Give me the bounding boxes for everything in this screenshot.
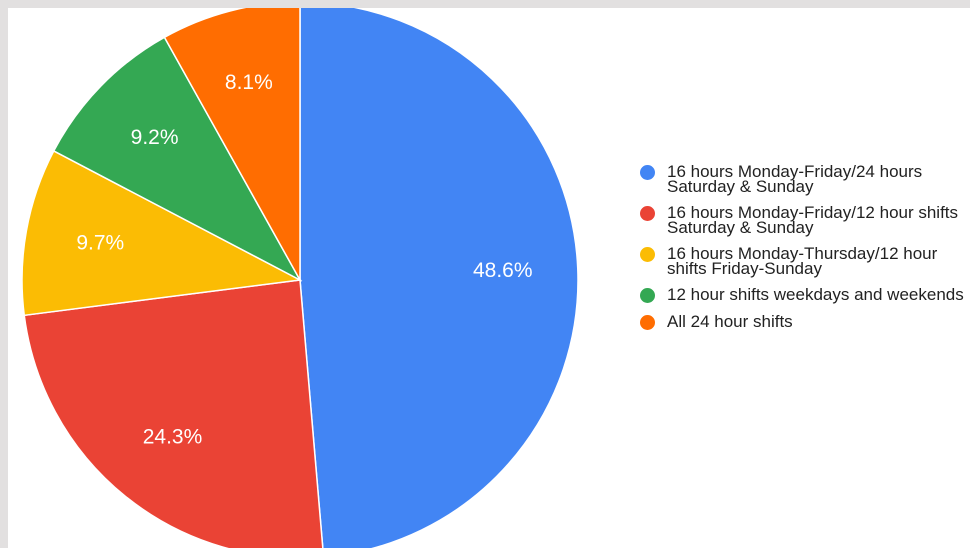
legend-label: 16 hours Monday-Friday/24 hours Saturday… xyxy=(667,162,923,196)
legend-item: 16 hours Monday-Friday/24 hours Saturday… xyxy=(640,162,967,196)
legend-item: 16 hours Monday-Friday/12 hour shifts Sa… xyxy=(640,203,967,237)
slice-label: 48.6% xyxy=(473,259,533,282)
legend-swatch xyxy=(640,206,655,221)
legend-item: All 24 hour shifts xyxy=(640,312,967,331)
legend-label: 16 hours Monday-Thursday/12 hour shifts … xyxy=(667,244,938,278)
slice-label: 9.7% xyxy=(76,232,124,255)
slice-label: 9.2% xyxy=(131,126,179,149)
chart-panel: 48.6% 24.3% 9.7% 9.2% 8.1% 16 hours Monday-F… xyxy=(8,8,970,548)
slice-label: 8.1% xyxy=(225,71,273,94)
legend-swatch xyxy=(640,165,655,180)
chart: 48.6% 24.3% 9.7% 9.2% 8.1% xyxy=(21,8,579,548)
pie-slice xyxy=(163,8,301,283)
legend-label: 16 hours Monday-Friday/12 hour shifts Sa… xyxy=(667,203,959,237)
legend-swatch xyxy=(640,288,655,303)
legend: 16 hours Monday-Friday/24 hours Saturday… xyxy=(640,162,967,331)
legend-label: 12 hour shifts weekdays and weekends xyxy=(667,285,964,304)
legend-swatch xyxy=(640,247,655,262)
slice-label: 24.3% xyxy=(143,425,203,448)
pie-slice xyxy=(52,36,302,282)
pie-slice xyxy=(21,149,303,317)
legend-label: All 24 hour shifts xyxy=(667,312,793,331)
legend-swatch xyxy=(640,315,655,330)
legend-item: 16 hours Monday-Thursday/12 hour shifts … xyxy=(640,244,967,278)
legend-item: 12 hour shifts weekdays and weekends xyxy=(640,285,967,304)
pie-slice xyxy=(299,8,579,548)
pie-slice xyxy=(23,279,324,548)
